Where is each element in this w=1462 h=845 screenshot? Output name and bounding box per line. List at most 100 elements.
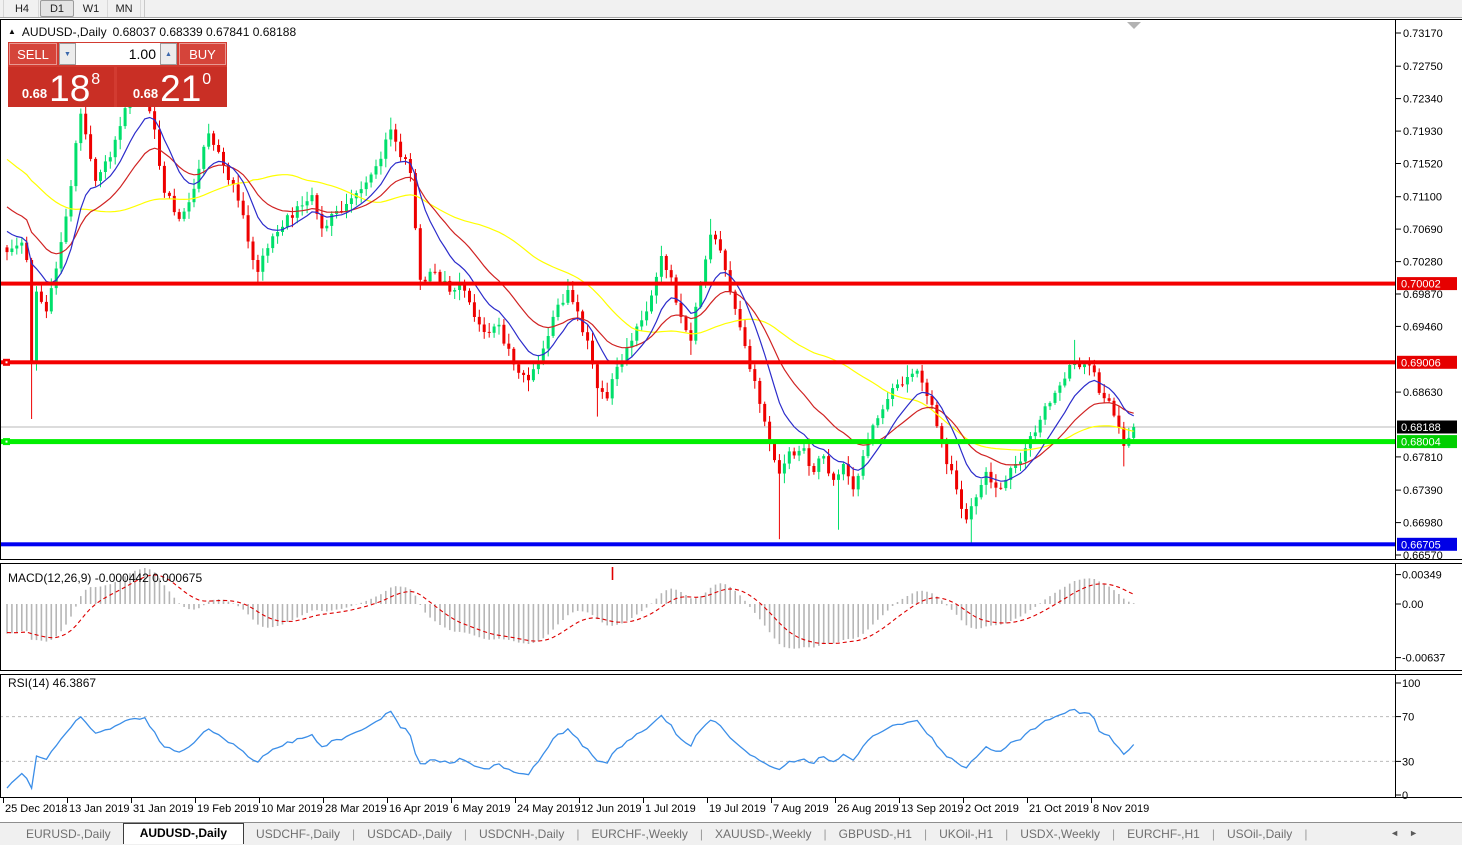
tab-xauusd-weekly[interactable]: XAUUSD-,Weekly xyxy=(715,827,812,841)
svg-text:1 Jul 2019: 1 Jul 2019 xyxy=(645,803,696,815)
sell-button[interactable]: SELL xyxy=(9,43,57,65)
svg-text:2 Oct 2019: 2 Oct 2019 xyxy=(965,803,1019,815)
tab-usdcad-daily[interactable]: USDCAD-,Daily xyxy=(367,827,452,841)
svg-text:7 Aug 2019: 7 Aug 2019 xyxy=(773,803,829,815)
tab-scroll-arrows: ◄ ► xyxy=(1390,828,1418,838)
timeframe-button-h4[interactable]: H4 xyxy=(6,0,39,17)
moving-average-lines xyxy=(6,116,1134,482)
tab-eurusd-daily[interactable]: EURUSD-,Daily xyxy=(26,827,111,841)
timeframe-button-mn[interactable]: MN xyxy=(108,0,141,17)
rsi-line xyxy=(6,708,1135,791)
svg-text:100: 100 xyxy=(1402,678,1420,690)
pane-borders xyxy=(0,19,1462,798)
buy-price-pip: 0 xyxy=(202,71,212,88)
timeframe-button-d1[interactable]: D1 xyxy=(40,0,74,17)
svg-text:13 Jan 2019: 13 Jan 2019 xyxy=(69,803,130,815)
tab-gbpusd-h1[interactable]: GBPUSD-,H1 xyxy=(838,827,912,841)
symbol-title: AUDUSD-,Daily xyxy=(21,25,107,39)
volume-input[interactable] xyxy=(76,43,160,65)
candlesticks xyxy=(5,76,1136,544)
svg-text:0.70690: 0.70690 xyxy=(1403,224,1443,236)
svg-text:0.00349: 0.00349 xyxy=(1402,570,1442,582)
tab-usdx-weekly[interactable]: USDX-,Weekly xyxy=(1020,827,1101,841)
buy-price-display[interactable]: 0.68 21 0 xyxy=(117,67,227,107)
tab-separator: | xyxy=(1005,827,1009,841)
svg-text:31 Jan 2019: 31 Jan 2019 xyxy=(133,803,194,815)
svg-text:0: 0 xyxy=(1402,790,1408,802)
tab-separator: | xyxy=(1211,827,1215,841)
tab-eurchf-weekly[interactable]: EURCHF-,Weekly xyxy=(591,827,688,841)
price-axis: 0.73170 0.72750 0.72340 0.71930 0.71520 0.711… xyxy=(1396,28,1457,802)
tab-ukoil-h1[interactable]: UKOil-,H1 xyxy=(939,827,994,841)
svg-text:0.66570: 0.66570 xyxy=(1403,550,1443,562)
triangle-up-icon: ▲ xyxy=(165,50,172,58)
svg-text:0.72340: 0.72340 xyxy=(1403,94,1443,106)
svg-text:0.69460: 0.69460 xyxy=(1403,321,1443,333)
tab-audusd-daily[interactable]: AUDUSD-,Daily xyxy=(122,822,245,844)
date-axis: 25 Dec 2018 13 Jan 2019 31 Jan 2019 19 Feb … xyxy=(3,798,1149,815)
svg-text:0.66705: 0.66705 xyxy=(1401,539,1441,551)
rsi-pane xyxy=(0,708,1396,791)
toolbar-separator xyxy=(144,0,145,17)
svg-text:19 Feb 2019: 19 Feb 2019 xyxy=(197,803,259,815)
toolbar-grip[interactable] xyxy=(0,0,4,17)
timeframe-button-w1[interactable]: W1 xyxy=(75,0,108,17)
buy-price-prefix: 0.68 xyxy=(132,86,159,101)
svg-text:0.71520: 0.71520 xyxy=(1403,159,1443,171)
svg-text:6 May 2019: 6 May 2019 xyxy=(453,803,510,815)
tab-separator: | xyxy=(352,827,356,841)
horizontal-line-objects xyxy=(0,281,1396,547)
tab-usdcnh-daily[interactable]: USDCNH-,Daily xyxy=(478,827,565,841)
sell-price-display[interactable]: 0.68 18 8 xyxy=(8,67,114,107)
sell-price-prefix: 0.68 xyxy=(21,86,48,101)
svg-text:0.69870: 0.69870 xyxy=(1403,289,1443,301)
tab-scroll-left-icon[interactable]: ◄ xyxy=(1390,828,1400,838)
tab-scroll-right-icon[interactable]: ► xyxy=(1409,828,1418,838)
svg-text:0.67390: 0.67390 xyxy=(1403,485,1443,497)
svg-text:0.72750: 0.72750 xyxy=(1403,61,1443,73)
chart-title: ▲ AUDUSD-,Daily 0.68037 0.68339 0.67841 … xyxy=(8,25,296,39)
buy-price-big: 21 xyxy=(160,67,202,109)
svg-text:0.68630: 0.68630 xyxy=(1403,387,1443,399)
volume-decrease-button[interactable]: ▼ xyxy=(59,43,76,65)
tab-eurchf-h1[interactable]: EURCHF-,H1 xyxy=(1127,827,1200,841)
svg-text:21 Oct 2019: 21 Oct 2019 xyxy=(1029,803,1089,815)
buy-button[interactable]: BUY xyxy=(179,43,226,65)
svg-text:16 Apr 2019: 16 Apr 2019 xyxy=(389,803,448,815)
svg-text:8 Nov 2019: 8 Nov 2019 xyxy=(1093,803,1149,815)
svg-text:0.68188: 0.68188 xyxy=(1401,422,1441,434)
svg-text:19 Jul 2019: 19 Jul 2019 xyxy=(709,803,766,815)
tab-usoil-daily[interactable]: USOil-,Daily xyxy=(1226,827,1293,841)
svg-text:0.73170: 0.73170 xyxy=(1403,28,1443,40)
svg-text:0.70280: 0.70280 xyxy=(1403,257,1443,269)
svg-text:0.71100: 0.71100 xyxy=(1403,192,1442,204)
svg-text:28 Mar 2019: 28 Mar 2019 xyxy=(325,803,387,815)
macd-indicator-label: MACD(12,26,9) -0.000442 0.000675 xyxy=(8,571,203,585)
tab-separator: | xyxy=(1304,827,1308,841)
rsi-indicator-label: RSI(14) 46.3867 xyxy=(8,676,97,690)
collapse-trade-panel-icon[interactable]: ▲ xyxy=(8,26,16,36)
svg-text:0.67810: 0.67810 xyxy=(1403,452,1443,464)
svg-text:-0.00637: -0.00637 xyxy=(1402,653,1445,665)
svg-text:26 Aug 2019: 26 Aug 2019 xyxy=(837,803,899,815)
timeframe-toolbar: H4 D1 W1 MN xyxy=(0,0,1462,18)
volume-increase-button[interactable]: ▲ xyxy=(160,43,177,65)
svg-text:0.71930: 0.71930 xyxy=(1403,126,1443,138)
tab-separator: | xyxy=(463,827,467,841)
svg-text:13 Sep 2019: 13 Sep 2019 xyxy=(901,803,963,815)
sell-price-pip: 8 xyxy=(91,71,101,88)
tab-separator: | xyxy=(1112,827,1116,841)
svg-text:70: 70 xyxy=(1402,712,1414,724)
tab-separator: | xyxy=(823,827,827,841)
symbol-tab-bar: EURUSD-,Daily AUDUSD-,Daily USDCHF-,Daily |… xyxy=(0,822,1462,845)
macd-pane xyxy=(6,567,1135,649)
svg-text:0.00: 0.00 xyxy=(1402,599,1423,611)
triangle-down-icon: ▼ xyxy=(64,50,71,58)
tab-usdchf-daily[interactable]: USDCHF-,Daily xyxy=(256,827,341,841)
tab-separator: | xyxy=(923,827,928,841)
svg-text:25 Dec 2018: 25 Dec 2018 xyxy=(5,803,67,815)
svg-text:0.70002: 0.70002 xyxy=(1401,279,1441,291)
